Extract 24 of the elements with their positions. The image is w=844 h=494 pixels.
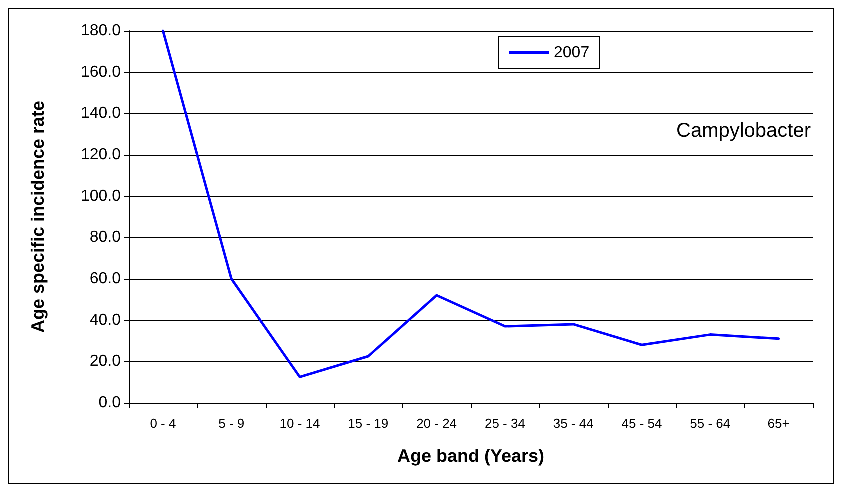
- y-tick-label: 160.0: [80, 64, 122, 81]
- y-tick-label: 80.0: [90, 229, 122, 246]
- x-tick-label: 45 - 54: [622, 416, 662, 431]
- y-tick-label: 0.0: [98, 394, 122, 412]
- x-tick-label: 65+: [768, 416, 790, 431]
- x-tick-label: 25 - 34: [484, 416, 526, 431]
- x-axis-title: Age band (Years): [397, 446, 545, 466]
- y-tick-label: 20.0: [90, 353, 122, 370]
- y-tick-label: 180.0: [80, 22, 122, 40]
- x-tick-label: 10 - 14: [280, 416, 320, 431]
- x-tick-label: 15 - 19: [348, 416, 389, 431]
- y-tick-label: 40.0: [90, 312, 122, 329]
- x-tick-label: 5 - 9: [218, 416, 245, 431]
- x-tick-label: 55 - 64: [690, 416, 731, 431]
- x-tick-label: 35 - 44: [553, 416, 594, 431]
- x-tick-label: 20 - 24: [416, 416, 458, 431]
- y-tick-label: 100.0: [80, 188, 122, 205]
- annotation: Campylobacter: [676, 120, 812, 142]
- y-tick-label: 120.0: [80, 146, 122, 164]
- y-tick-label: 140.0: [80, 105, 122, 122]
- y-tick-label: 60.0: [90, 270, 122, 288]
- legend-label: 2007: [554, 44, 590, 62]
- x-tick-label: 0 - 4: [150, 416, 176, 431]
- y-axis-title: Age specific incidence rate: [28, 100, 48, 334]
